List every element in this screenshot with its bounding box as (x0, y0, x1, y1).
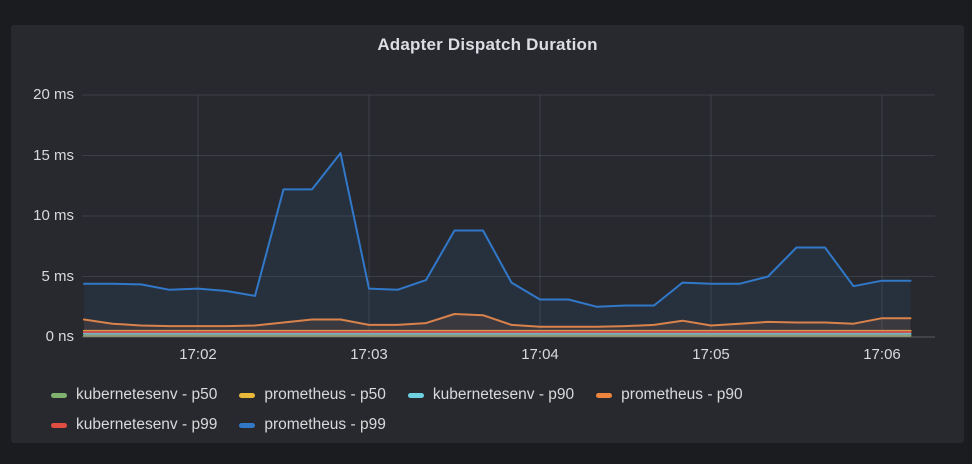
legend-swatch-icon (596, 392, 613, 398)
legend-label: prometheus - p99 (264, 416, 386, 433)
x-tick-label: 17:02 (179, 346, 217, 363)
x-tick-label: 17:04 (521, 346, 559, 363)
legend-swatch-icon (407, 392, 424, 398)
legend-label: kubernetesenv - p50 (76, 386, 218, 403)
panel-adapter-dispatch-duration (11, 25, 964, 443)
x-tick-label: 17:03 (350, 346, 388, 363)
legend-swatch-icon (239, 422, 256, 428)
y-tick-label: 5 ms (41, 267, 74, 285)
legend-item-prometheus-p99[interactable]: prometheus - p99 (239, 416, 386, 434)
y-tick-label: 20 ms (33, 86, 74, 103)
legend-swatch-icon (239, 392, 256, 398)
legend-item-prometheus-p50[interactable]: prometheus - p50 (239, 386, 386, 404)
legend-item-kubernetesenv-p90[interactable]: kubernetesenv - p90 (407, 386, 575, 404)
legend-item-prometheus-p90[interactable]: prometheus - p90 (596, 386, 743, 404)
legend-label: kubernetesenv - p90 (432, 386, 575, 403)
legend-swatch-icon (51, 392, 67, 398)
legend-row: kubernetesenv - p99 prometheus - p99 (51, 410, 743, 440)
legend-row: kubernetesenv - p50 prometheus - p50 kuber… (51, 380, 743, 410)
series-fill-kubernetesenv-p99 (84, 331, 911, 337)
panel-title: Adapter Dispatch Duration (377, 35, 598, 54)
legend-item-kubernetesenv-p50[interactable]: kubernetesenv - p50 (51, 386, 217, 404)
legend: kubernetesenv - p50 prometheus - p50 kuber… (51, 380, 743, 440)
legend-label: prometheus - p50 (264, 386, 386, 403)
y-tick-label: 0 ns (45, 328, 74, 345)
legend-label: kubernetesenv - p99 (76, 416, 218, 433)
legend-item-kubernetesenv-p99[interactable]: kubernetesenv - p99 (51, 416, 217, 434)
legend-swatch-icon (51, 422, 67, 428)
y-tick-label: 10 ms (33, 207, 74, 224)
y-tick-label: 15 ms (33, 146, 74, 164)
legend-label: prometheus - p90 (621, 386, 743, 403)
series-line-prometheus-p99 (83, 152, 912, 308)
series-fill-prometheus-p99 (84, 153, 911, 337)
x-tick-label: 17:06 (863, 346, 901, 363)
x-tick-label: 17:05 (692, 346, 730, 363)
series-line-prometheus-p90 (83, 313, 912, 328)
